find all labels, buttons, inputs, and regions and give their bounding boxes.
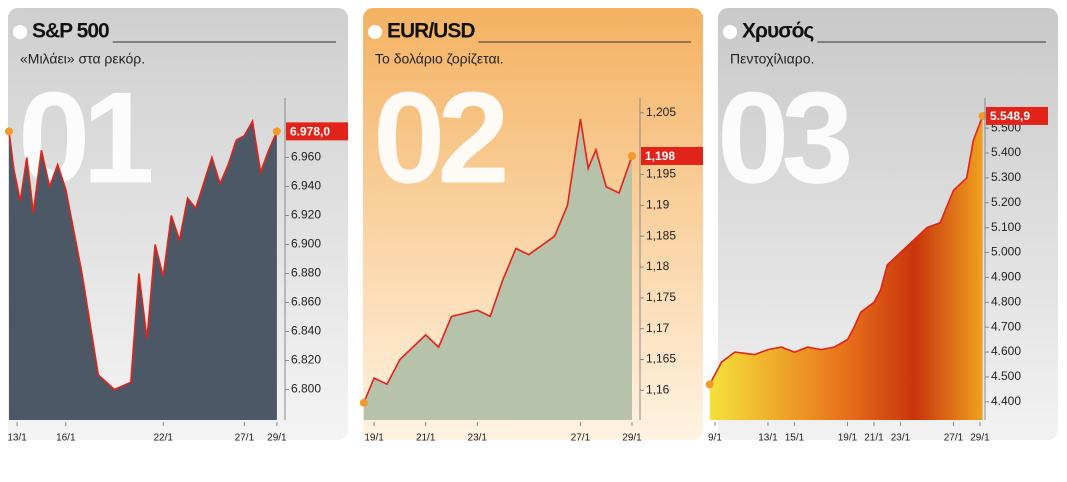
x-tick-label: 27/1 (235, 433, 255, 444)
current-value-label: 6.978,0 (290, 125, 330, 139)
y-tick-label: 1,165 (646, 352, 676, 366)
x-tick-label: 23/1 (891, 433, 911, 444)
chart-subtitle: «Μιλάει» στα ρεκόρ. (20, 51, 145, 67)
y-tick-label: 1,17 (646, 321, 670, 335)
title-dot (368, 25, 382, 39)
x-tick-label: 13/1 (758, 433, 778, 444)
y-tick-label: 4.700 (991, 319, 1021, 333)
current-value-box (286, 122, 348, 141)
y-tick-label: 1,16 (646, 383, 670, 397)
y-tick-label: 6.860 (291, 295, 321, 309)
title-dot (723, 25, 737, 39)
x-tick-label: 29/1 (970, 433, 990, 444)
end-dot (628, 151, 637, 160)
current-value-box (986, 106, 1048, 125)
chart-subtitle: Το δολάριο ζορίζεται. (375, 51, 504, 67)
y-tick-label: 5.300 (991, 170, 1021, 184)
y-tick-label: 1,185 (646, 228, 676, 242)
current-value-label: 5.548,9 (990, 109, 1030, 123)
area (709, 115, 983, 421)
chart-subtitle: Πεντοχίλιαρο. (730, 51, 814, 67)
chart-panel: EUR/USD Το δολάριο ζορίζεται.02 1,16 1,165 1… (359, 8, 703, 444)
y-tick-label: 6.840 (291, 324, 321, 338)
line (708, 115, 984, 385)
y-tick-label: 6.940 (291, 179, 321, 193)
chart-title: S&P 500 (32, 20, 109, 43)
start-dot (4, 127, 13, 136)
y-tick-label: 6.960 (291, 150, 321, 164)
y-tick-label: 6.880 (291, 266, 321, 280)
y-tick-label: 4.800 (991, 294, 1021, 308)
x-tick-label: 27/1 (944, 433, 964, 444)
y-tick-label: 6.800 (291, 382, 321, 396)
y-tick-label: 5.100 (991, 220, 1021, 234)
y-tick-label: 5.000 (991, 245, 1021, 259)
y-tick-label: 1,175 (646, 290, 676, 304)
chart-panel: Χρυσός Πεντοχίλιαρο.03 4.400 4.500 4.600 4.70… (705, 8, 1058, 444)
y-tick-label: 4.500 (991, 369, 1021, 383)
end-dot (272, 127, 281, 136)
y-tick-label: 5.400 (991, 145, 1021, 159)
chart-badge: 02 (373, 64, 505, 210)
x-tick-label: 29/1 (622, 433, 642, 444)
x-tick-label: 21/1 (416, 433, 436, 444)
x-tick-label: 27/1 (571, 433, 591, 444)
line (363, 118, 633, 404)
x-tick-label: 9/1 (708, 433, 722, 444)
area (363, 119, 632, 420)
x-tick-label: 13/1 (7, 433, 27, 444)
y-tick-label: 4.900 (991, 270, 1021, 284)
y-tick-label: 1,19 (646, 198, 670, 212)
x-tick-label: 23/1 (468, 433, 488, 444)
y-tick-label: 1,205 (646, 105, 676, 119)
current-value-label: 1,198 (645, 149, 675, 163)
chart-badge: 03 (717, 64, 849, 210)
start-dot (359, 398, 368, 407)
line (8, 118, 278, 391)
x-tick-label: 29/1 (267, 433, 287, 444)
y-tick-label: 5.200 (991, 195, 1021, 209)
x-tick-label: 21/1 (864, 433, 884, 444)
y-tick-label: 6.900 (291, 237, 321, 251)
y-tick-label: 6.920 (291, 208, 321, 222)
x-tick-label: 15/1 (785, 433, 805, 444)
y-tick-label: 1,195 (646, 167, 676, 181)
chart-title: Χρυσός (742, 20, 814, 43)
x-tick-label: 16/1 (56, 433, 76, 444)
y-tick-label: 6.820 (291, 353, 321, 367)
chart-title: EUR/USD (387, 20, 475, 43)
x-tick-label: 19/1 (838, 433, 858, 444)
current-value-box (641, 146, 703, 165)
x-tick-label: 19/1 (364, 433, 384, 444)
y-tick-label: 1,18 (646, 259, 670, 273)
x-tick-label: 22/1 (153, 433, 173, 444)
title-dot (13, 25, 27, 39)
y-tick-label: 4.600 (991, 344, 1021, 358)
chart-panel: S&P 500«Μιλάει» στα ρεκόρ.016.8006.8206.… (4, 8, 348, 444)
y-tick-label: 4.400 (991, 394, 1021, 408)
area (9, 121, 277, 420)
start-dot (705, 380, 714, 389)
